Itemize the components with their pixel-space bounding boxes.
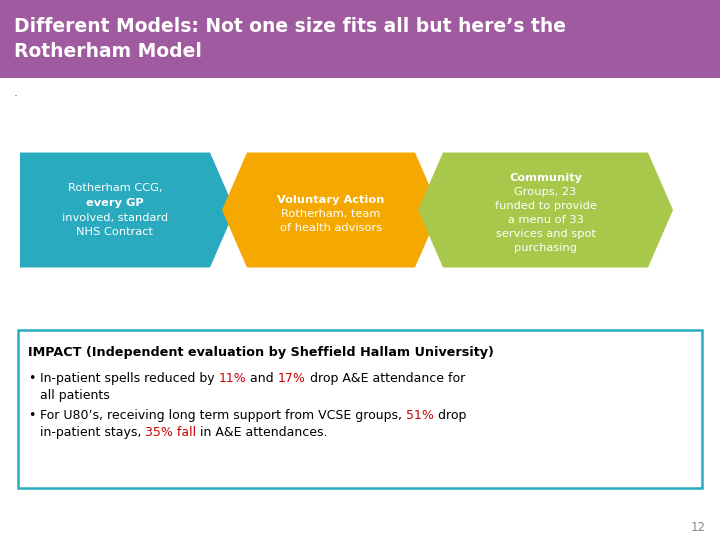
Text: drop: drop: [434, 409, 467, 422]
Text: Different Models: Not one size fits all but here’s the
Rotherham Model: Different Models: Not one size fits all …: [14, 17, 566, 61]
Bar: [0, 0, 720, 78]
Text: and: and: [246, 372, 278, 385]
Polygon shape: [20, 152, 235, 267]
Text: involved, standard: involved, standard: [62, 213, 168, 223]
Text: Community: Community: [509, 173, 582, 183]
Text: Voluntary Action: Voluntary Action: [277, 195, 384, 205]
Text: Groups, 23: Groups, 23: [514, 187, 577, 197]
Text: Rotherham CCG,: Rotherham CCG,: [68, 183, 162, 193]
Text: purchasing: purchasing: [514, 243, 577, 253]
Text: IMPACT (Independent evaluation by Sheffield Hallam University): IMPACT (Independent evaluation by Sheffi…: [28, 346, 494, 359]
Text: .: .: [14, 86, 18, 99]
Text: in-patient stays,: in-patient stays,: [40, 426, 145, 439]
Polygon shape: [222, 152, 440, 267]
Text: Rotherham, team: Rotherham, team: [282, 209, 381, 219]
Text: In-patient spells reduced by: In-patient spells reduced by: [40, 372, 219, 385]
Text: 11%: 11%: [219, 372, 246, 385]
Text: 51%: 51%: [406, 409, 434, 422]
Text: For U80’s, receiving long term support from VCSE groups,: For U80’s, receiving long term support f…: [40, 409, 406, 422]
Text: all patients: all patients: [40, 389, 109, 402]
Text: funded to provide: funded to provide: [495, 201, 596, 211]
Text: •: •: [28, 372, 35, 385]
Text: in A&E attendances.: in A&E attendances.: [197, 426, 328, 439]
Text: 12: 12: [691, 521, 706, 534]
Text: •: •: [28, 409, 35, 422]
Text: of health advisors: of health advisors: [280, 223, 382, 233]
Text: 35% fall: 35% fall: [145, 426, 197, 439]
Text: every GP: every GP: [86, 198, 144, 208]
Text: services and spot: services and spot: [495, 229, 595, 239]
Polygon shape: [418, 152, 673, 267]
Text: drop A&E attendance for: drop A&E attendance for: [306, 372, 465, 385]
FancyBboxPatch shape: [18, 330, 702, 488]
Text: NHS Contract: NHS Contract: [76, 227, 153, 237]
Text: a menu of 33: a menu of 33: [508, 215, 583, 225]
Text: 17%: 17%: [278, 372, 306, 385]
